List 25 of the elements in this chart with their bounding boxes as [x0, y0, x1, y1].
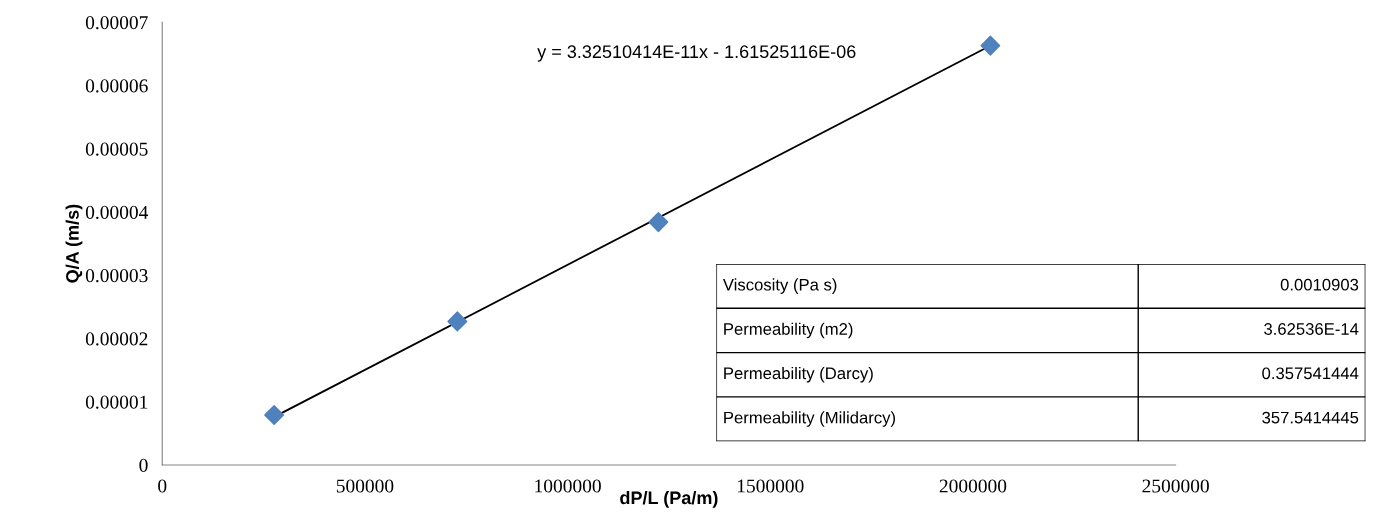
annotation: Permeability (Darcy)	[724, 366, 873, 383]
x-tick-label: 0	[158, 479, 167, 493]
annotation: Permeability (m2)	[724, 322, 853, 339]
y-tick-label: 0.00001	[85, 395, 148, 409]
y-tick-label: 0	[139, 458, 148, 472]
y-tick-label: 0.00004	[85, 205, 149, 219]
y-tick-label: 0.00006	[85, 79, 148, 93]
y-tick-label: 0.00005	[85, 142, 148, 156]
x-tick-label: 1500000	[737, 479, 804, 493]
text: 357.5414445	[1262, 411, 1359, 424]
y-tick-label: 0.00007	[85, 16, 148, 30]
annotation: Permeability (Milidarcy)	[724, 411, 896, 427]
x-axis-title: dP/L (Pa/m)	[620, 490, 718, 508]
annotation: Viscosity (Pa s)	[722, 278, 837, 294]
y-axis-title: Q/A (m/s)	[65, 204, 83, 283]
x-tick-label: 2500000	[1142, 479, 1209, 493]
x-tick-label: 2000000	[939, 479, 1007, 493]
x-tick-label: 1000000	[535, 479, 601, 493]
y-tick-label: 0.00002	[85, 332, 148, 346]
annotation: y = 3.32510414E-11x - 1.61525116E-06	[537, 45, 856, 62]
text: 0.357541444	[1262, 367, 1359, 380]
text: 0.0010903	[1280, 278, 1359, 291]
text: 3.62536E-14	[1264, 323, 1359, 335]
y-tick-label: 0.00003	[85, 269, 148, 283]
x-tick-label: 500000	[336, 479, 394, 493]
